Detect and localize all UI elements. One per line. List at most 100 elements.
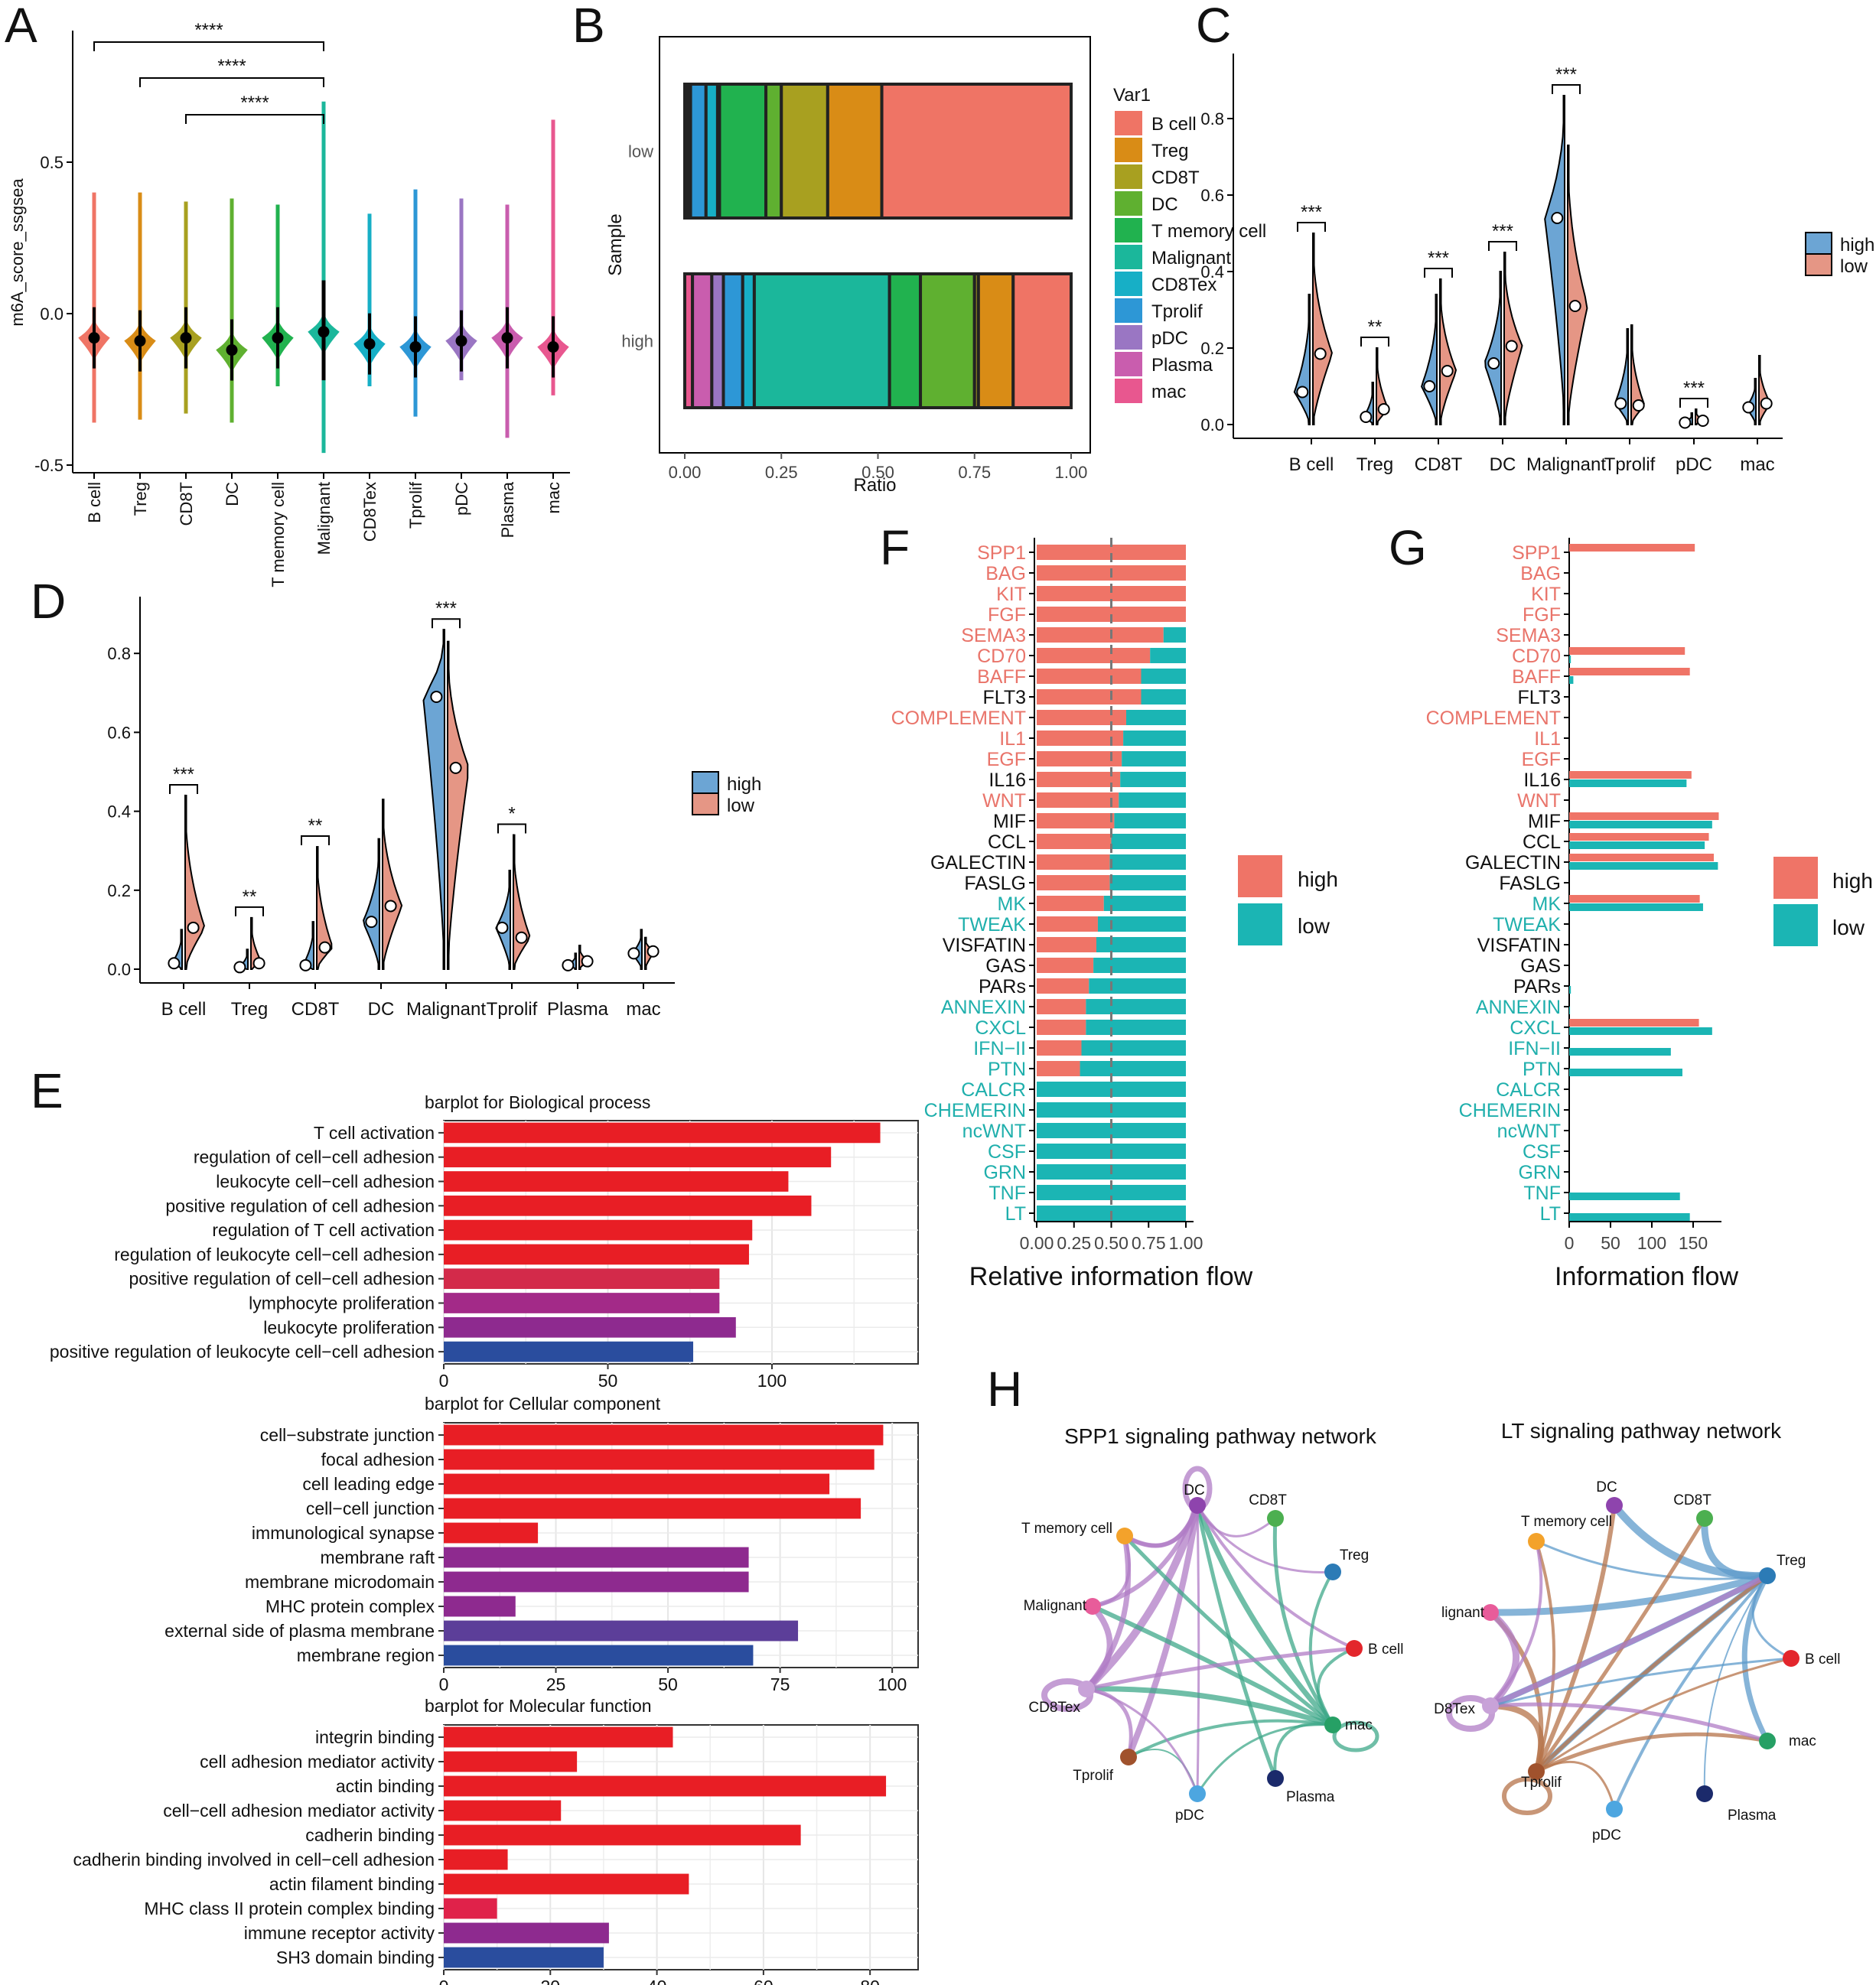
median-low-malignant [1568, 300, 1581, 312]
network-edge [1316, 1647, 1356, 1726]
median-high-dc [1487, 357, 1500, 369]
pathway-label-baff: BAFF [1512, 666, 1561, 688]
bar-regulation-of-leukocyte-cell-cell-adhesion [444, 1244, 749, 1265]
x-tick-label-cd8t: CD8T [291, 999, 340, 1020]
bar-label-sh3-domain-binding: SH3 domain binding [276, 1948, 435, 1967]
x-tick-label: 50 [598, 1371, 618, 1391]
network-node-cd8tex [1078, 1681, 1095, 1697]
median-low-mac [1760, 397, 1773, 410]
x-tick-label-tprolif: Tprolif [1604, 454, 1656, 475]
violin-median-mac [547, 341, 559, 353]
network-edge [1125, 1502, 1200, 1760]
panel-labels: A B C D E F G H [5, 0, 1427, 1417]
network-edge [1085, 1687, 1199, 1795]
legend-swatch-high [1805, 232, 1832, 255]
significance-bracket [1552, 84, 1581, 94]
network-edge [1489, 1657, 1793, 1707]
network-edge [1127, 1719, 1334, 1759]
bar-label-cell-adhesion-mediator-activity: cell adhesion mediator activity [200, 1752, 435, 1772]
bar-label-lymphocyte-proliferation: lymphocyte proliferation [249, 1294, 435, 1313]
flow-low-wnt [1119, 792, 1186, 808]
stack-segment-high-b-cell [1011, 272, 1073, 409]
network-node-label-cd8tex: CD8Tex [1028, 1700, 1080, 1716]
network-node-dc [1189, 1497, 1206, 1514]
significance-label: *** [1428, 248, 1449, 268]
network-edge [1084, 1646, 1357, 1691]
flow-high-cxcl [1037, 1020, 1086, 1035]
violin-low-dc [382, 799, 403, 970]
pathway-label-sema3: SEMA3 [1496, 625, 1561, 646]
stack-segment-low-t-memory-cell [718, 83, 768, 220]
stack-segment-low-dc [764, 83, 783, 220]
network-node-b-cell [1783, 1650, 1799, 1667]
violin-median-t-memory-cell [272, 332, 284, 344]
pathway-label-wnt: WNT [982, 790, 1026, 812]
bar-label-cadherin-binding: cadherin binding [305, 1825, 435, 1845]
violin-median-dc [226, 344, 238, 356]
stack-segment-low-b-cell [880, 83, 1073, 220]
bar-label-immune-receptor-activity: immune receptor activity [244, 1923, 435, 1943]
bar-membrane-microdomain [444, 1571, 749, 1593]
pathway-label-il1: IL1 [999, 728, 1026, 750]
x-tick-label: 0.50 [861, 463, 894, 482]
significance-label: *** [435, 598, 457, 619]
flow-high-sema3 [1037, 627, 1164, 643]
legend-label-malignant: Malignant [1151, 248, 1231, 268]
flow-high-mk [1037, 896, 1104, 911]
bar-label-cell-leading-edge: cell leading edge [302, 1474, 435, 1494]
legend-label-b-cell: B cell [1151, 114, 1197, 135]
x-tick-label: 0.75 [958, 463, 991, 482]
network-node-dc [1606, 1497, 1623, 1514]
pathway-label-mif: MIF [1528, 811, 1561, 832]
flow-high-kit [1037, 586, 1186, 601]
legend-label-high: high [1298, 867, 1338, 891]
flow-low-visfatin [1096, 937, 1186, 952]
flow-high-spp1 [1037, 545, 1186, 560]
significance-label: ** [1368, 317, 1383, 337]
violin-median-cd8tex [363, 338, 376, 350]
network-edge [1535, 1540, 1556, 1773]
legend-label-low: low [1832, 916, 1865, 939]
y-tick-label: 0.0 [107, 960, 131, 979]
median-low-dc [384, 900, 397, 913]
significance-label: *** [1492, 221, 1513, 242]
significance-bracket [432, 618, 461, 629]
x-tick-label-treg: Treg [231, 999, 268, 1020]
pathway-label-galectin: GALECTIN [1465, 852, 1561, 874]
legend-swatch-tprolif [1115, 298, 1142, 323]
panel-letter-b: B [572, 0, 605, 53]
pathway-label-ccl: CCL [1523, 831, 1561, 853]
significance-bracket [139, 77, 324, 87]
panel-b-stacked-bar: low high 0.00 0.25 0.50 0.75 1.00 Ratio Sample Va… [605, 36, 1266, 496]
bar-focal-adhesion [444, 1449, 874, 1470]
x-tick-label-mac: mac [626, 999, 660, 1020]
significance-bracket [235, 906, 264, 916]
x-tick-label: 150 [1679, 1233, 1708, 1253]
pathway-label-mk: MK [998, 893, 1027, 915]
bar-cell-leading-edge [444, 1473, 830, 1495]
y-tick-label: 0.6 [107, 723, 131, 742]
flow-low-ptn [1080, 1061, 1186, 1076]
y-tick-label: 0.2 [107, 881, 131, 900]
pathway-label-ifn-ii: IFN−II [973, 1038, 1026, 1059]
significance-label: ** [243, 887, 257, 907]
legend-label-high: high [1832, 869, 1873, 893]
legend-label-low: low [727, 796, 755, 816]
bar-integrin-binding [444, 1726, 673, 1748]
bar-mhc-class-ii-protein-complex-binding [444, 1898, 497, 1919]
x-axis-label: Relative information flow [969, 1262, 1253, 1291]
bar-label-positive-regulation-of-leukocyte-cell-cell-adhesion: positive regulation of leukocyte cell−ce… [50, 1342, 435, 1362]
network-node-label-tprolif: Tprolif [1521, 1775, 1562, 1791]
bar-label-cell-cell-junction: cell−cell junction [306, 1499, 435, 1518]
info-high-cxcl [1569, 1019, 1699, 1027]
network-node-cd8t [1267, 1510, 1284, 1527]
median-high-mac [627, 947, 640, 960]
network-edge [1487, 1572, 1771, 1616]
x-tick-label: 100 [1637, 1233, 1666, 1253]
network-edge [1535, 1540, 1769, 1580]
significance-label: **** [240, 93, 269, 113]
flow-low-egf [1122, 751, 1186, 766]
bar-cell-adhesion-mediator-activity [444, 1751, 578, 1772]
pathway-label-spp1: SPP1 [977, 542, 1026, 564]
info-high-mk [1569, 895, 1700, 903]
